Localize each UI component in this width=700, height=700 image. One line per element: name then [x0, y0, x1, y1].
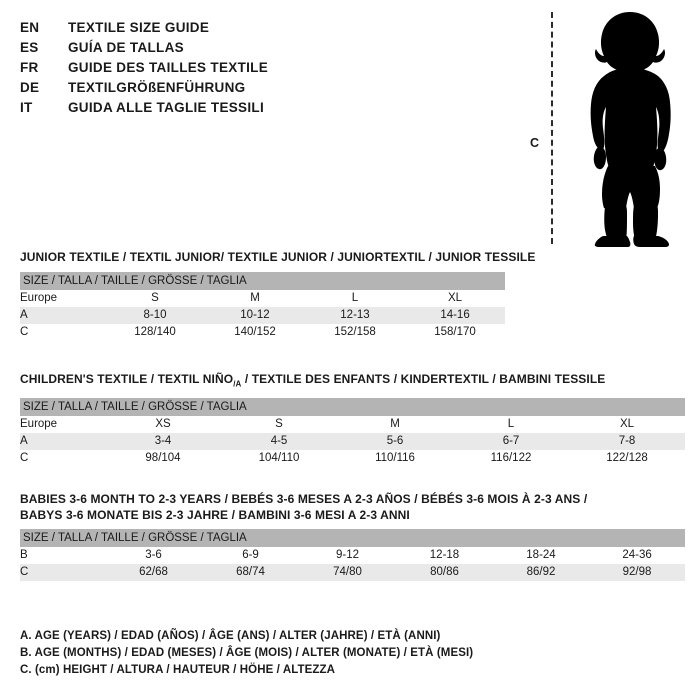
row-label: B: [20, 547, 105, 564]
cell-value: 7-8: [569, 432, 686, 450]
cell-value: 122/128: [569, 449, 686, 467]
size-band-label: SIZE / TALLA / TAILLE / GRÖSSE / TAGLIA: [20, 271, 506, 290]
cell-value: 140/152: [205, 323, 305, 341]
language-code: DE: [20, 80, 40, 95]
cell-value: 152/158: [305, 323, 405, 341]
cell-value: 5-6: [337, 432, 453, 450]
language-title: GUIDE DES TAILLES TEXTILE: [68, 60, 269, 75]
language-row: DE TEXTILGRÖßENFÜHRUNG: [20, 80, 500, 100]
language-code: ES: [20, 40, 39, 55]
row-label: C: [20, 323, 105, 341]
cell-value: L: [305, 289, 405, 307]
table-row: C 98/104 104/110 110/116 116/122 122/128: [20, 449, 686, 467]
babies-size-table: SIZE / TALLA / TAILLE / GRÖSSE / TAGLIA …: [20, 529, 686, 581]
toddler-silhouette-icon: [590, 12, 671, 247]
legend-line-c: C. (cm) HEIGHT / ALTURA / HAUTEUR / HÖHE…: [20, 664, 336, 676]
cell-value: 92/98: [589, 564, 686, 581]
cell-value: 10-12: [205, 306, 305, 324]
row-label: C: [20, 564, 105, 581]
section-heading: JUNIOR TEXTILE / TEXTIL JUNIOR/ TEXTILE …: [20, 250, 536, 264]
cell-value: 18-24: [493, 547, 589, 564]
language-title: GUIDA ALLE TAGLIE TESSILI: [68, 100, 264, 115]
children-size-table: SIZE / TALLA / TAILLE / GRÖSSE / TAGLIA …: [20, 397, 686, 467]
cell-value: 3-6: [105, 547, 202, 564]
size-band-label: SIZE / TALLA / TAILLE / GRÖSSE / TAGLIA: [20, 529, 686, 547]
height-measure-label: C: [530, 136, 540, 150]
table-row: A 8-10 10-12 12-13 14-16: [20, 306, 506, 324]
table-band-row: SIZE / TALLA / TAILLE / GRÖSSE / TAGLIA: [20, 529, 686, 547]
legend-block: A. AGE (YEARS) / EDAD (AÑOS) / ÂGE (ANS)…: [20, 628, 580, 679]
cell-value: 4-5: [221, 432, 337, 450]
cell-value: S: [105, 289, 205, 307]
junior-size-table: SIZE / TALLA / TAILLE / GRÖSSE / TAGLIA …: [20, 271, 506, 341]
cell-value: 158/170: [405, 323, 506, 341]
legend-line-a: A. AGE (YEARS) / EDAD (AÑOS) / ÂGE (ANS)…: [20, 630, 441, 642]
section-childrens-textile: CHILDREN'S TEXTILE / TEXTIL NIÑO/A / TEX…: [20, 372, 686, 467]
cell-value: 86/92: [493, 564, 589, 581]
legend-line-b: B. AGE (MONTHS) / EDAD (MESES) / ÂGE (MO…: [20, 647, 474, 659]
section-heading-post: / TEXTILE DES ENFANTS / KINDERTEXTIL / B…: [241, 372, 606, 386]
cell-value: 80/86: [396, 564, 493, 581]
language-title: TEXTILE SIZE GUIDE: [68, 20, 210, 35]
section-heading-subscript: /A: [233, 379, 242, 389]
table-row: B 3-6 6-9 9-12 12-18 18-24 24-36: [20, 547, 686, 564]
language-title-block: EN TEXTILE SIZE GUIDE ES GUÍA DE TALLAS …: [20, 20, 500, 120]
row-label: A: [20, 432, 105, 450]
table-row: Europe XS S M L XL: [20, 415, 686, 433]
section-heading-pre: CHILDREN'S TEXTILE / TEXTIL NIÑO: [20, 372, 234, 386]
language-row: EN TEXTILE SIZE GUIDE: [20, 20, 500, 40]
cell-value: 12-13: [305, 306, 405, 324]
language-title: GUÍA DE TALLAS: [68, 40, 184, 55]
cell-value: 8-10: [105, 306, 205, 324]
cell-value: 98/104: [105, 449, 221, 467]
table-row: C 62/68 68/74 74/80 80/86 86/92 92/98: [20, 564, 686, 581]
cell-value: XL: [405, 289, 506, 307]
cell-value: 24-36: [589, 547, 686, 564]
cell-value: 128/140: [105, 323, 205, 341]
size-band-label: SIZE / TALLA / TAILLE / GRÖSSE / TAGLIA: [20, 397, 686, 416]
section-junior-textile: JUNIOR TEXTILE / TEXTIL JUNIOR/ TEXTILE …: [20, 250, 535, 341]
row-label: C: [20, 449, 105, 467]
section-heading: CHILDREN'S TEXTILE / TEXTIL NIÑO/A / TEX…: [20, 372, 685, 392]
section-heading-line1: BABIES 3-6 MONTH TO 2-3 YEARS / BEBÉS 3-…: [20, 492, 588, 506]
cell-value: 74/80: [299, 564, 396, 581]
language-code: IT: [20, 100, 33, 115]
cell-value: 9-12: [299, 547, 396, 564]
cell-value: 62/68: [105, 564, 202, 581]
cell-value: 3-4: [105, 432, 221, 450]
cell-value: 6-9: [202, 547, 299, 564]
cell-value: 14-16: [405, 306, 506, 324]
row-label: Europe: [20, 289, 105, 307]
cell-value: XS: [105, 415, 221, 433]
row-label: Europe: [20, 415, 105, 433]
table-band-row: SIZE / TALLA / TAILLE / GRÖSSE / TAGLIA: [20, 271, 506, 290]
language-row: ES GUÍA DE TALLAS: [20, 40, 500, 60]
table-row: C 128/140 140/152 152/158 158/170: [20, 323, 506, 341]
cell-value: L: [453, 415, 569, 433]
cell-value: XL: [569, 415, 686, 433]
language-row: FR GUIDE DES TAILLES TEXTILE: [20, 60, 500, 80]
height-dashed-line: [551, 12, 553, 244]
cell-value: 6-7: [453, 432, 569, 450]
cell-value: M: [337, 415, 453, 433]
height-illustration: C: [520, 8, 690, 248]
language-code: FR: [20, 60, 39, 75]
table-row: A 3-4 4-5 5-6 6-7 7-8: [20, 432, 686, 450]
section-babies-textile: BABIES 3-6 MONTH TO 2-3 YEARS / BEBÉS 3-…: [20, 492, 686, 581]
language-row: IT GUIDA ALLE TAGLIE TESSILI: [20, 100, 500, 120]
table-band-row: SIZE / TALLA / TAILLE / GRÖSSE / TAGLIA: [20, 397, 686, 416]
cell-value: 116/122: [453, 449, 569, 467]
table-row: Europe S M L XL: [20, 289, 506, 307]
cell-value: 104/110: [221, 449, 337, 467]
cell-value: S: [221, 415, 337, 433]
cell-value: 12-18: [396, 547, 493, 564]
cell-value: 110/116: [337, 449, 453, 467]
row-label: A: [20, 306, 105, 324]
language-code: EN: [20, 20, 40, 35]
cell-value: M: [205, 289, 305, 307]
cell-value: 68/74: [202, 564, 299, 581]
section-heading-line2: BABYS 3-6 MONATE BIS 2-3 JAHRE / BAMBINI…: [20, 507, 410, 522]
language-title: TEXTILGRÖßENFÜHRUNG: [68, 80, 246, 95]
